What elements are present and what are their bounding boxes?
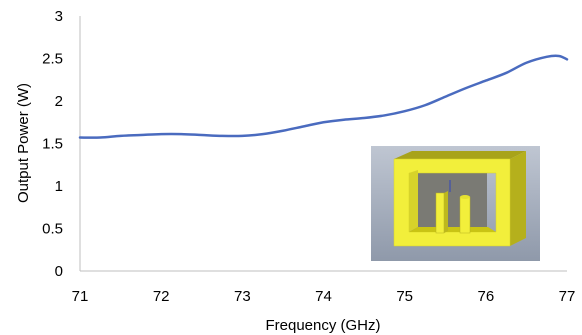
series-line-0 [78,54,569,139]
y-tick-label: 1 [55,178,63,195]
y-tick-label: 0 [55,263,63,280]
y-tick-label: 3 [55,8,63,25]
axes [79,16,567,272]
cavity-post-right [459,196,471,234]
y-tick-label: 2 [55,93,63,110]
x-tick-label: 75 [396,288,413,305]
x-tick-label: 71 [72,288,89,305]
resonator-cavity-3d-icon [371,146,540,261]
y-tick-label: 1.5 [42,136,63,153]
x-tick-label: 76 [477,288,494,305]
cavity-post-left [435,192,445,234]
x-tick-label: 74 [315,288,332,305]
x-tick-label: 72 [153,288,170,305]
cavity-post-left-side [444,191,448,233]
cavity-inner-left [409,170,418,232]
y-tick-labels: 0 0.5 1 1.5 2 2.5 3 [42,8,63,280]
y-tick-label: 2.5 [42,51,63,68]
series-layer [78,54,569,139]
x-tick-labels: 71 72 73 74 75 76 77 [72,288,576,305]
x-axis-title: Frequency (GHz) [265,317,380,334]
cavity-frame-side [510,151,526,246]
cavity-post-right-top [460,195,470,199]
x-tick-label: 77 [559,288,576,305]
x-tick-label: 73 [234,288,251,305]
cavity-inner-floor [409,227,496,232]
y-tick-label: 0.5 [42,221,63,238]
y-axis-title: Output Power (W) [15,83,32,203]
cavity-frame-top [394,151,526,159]
